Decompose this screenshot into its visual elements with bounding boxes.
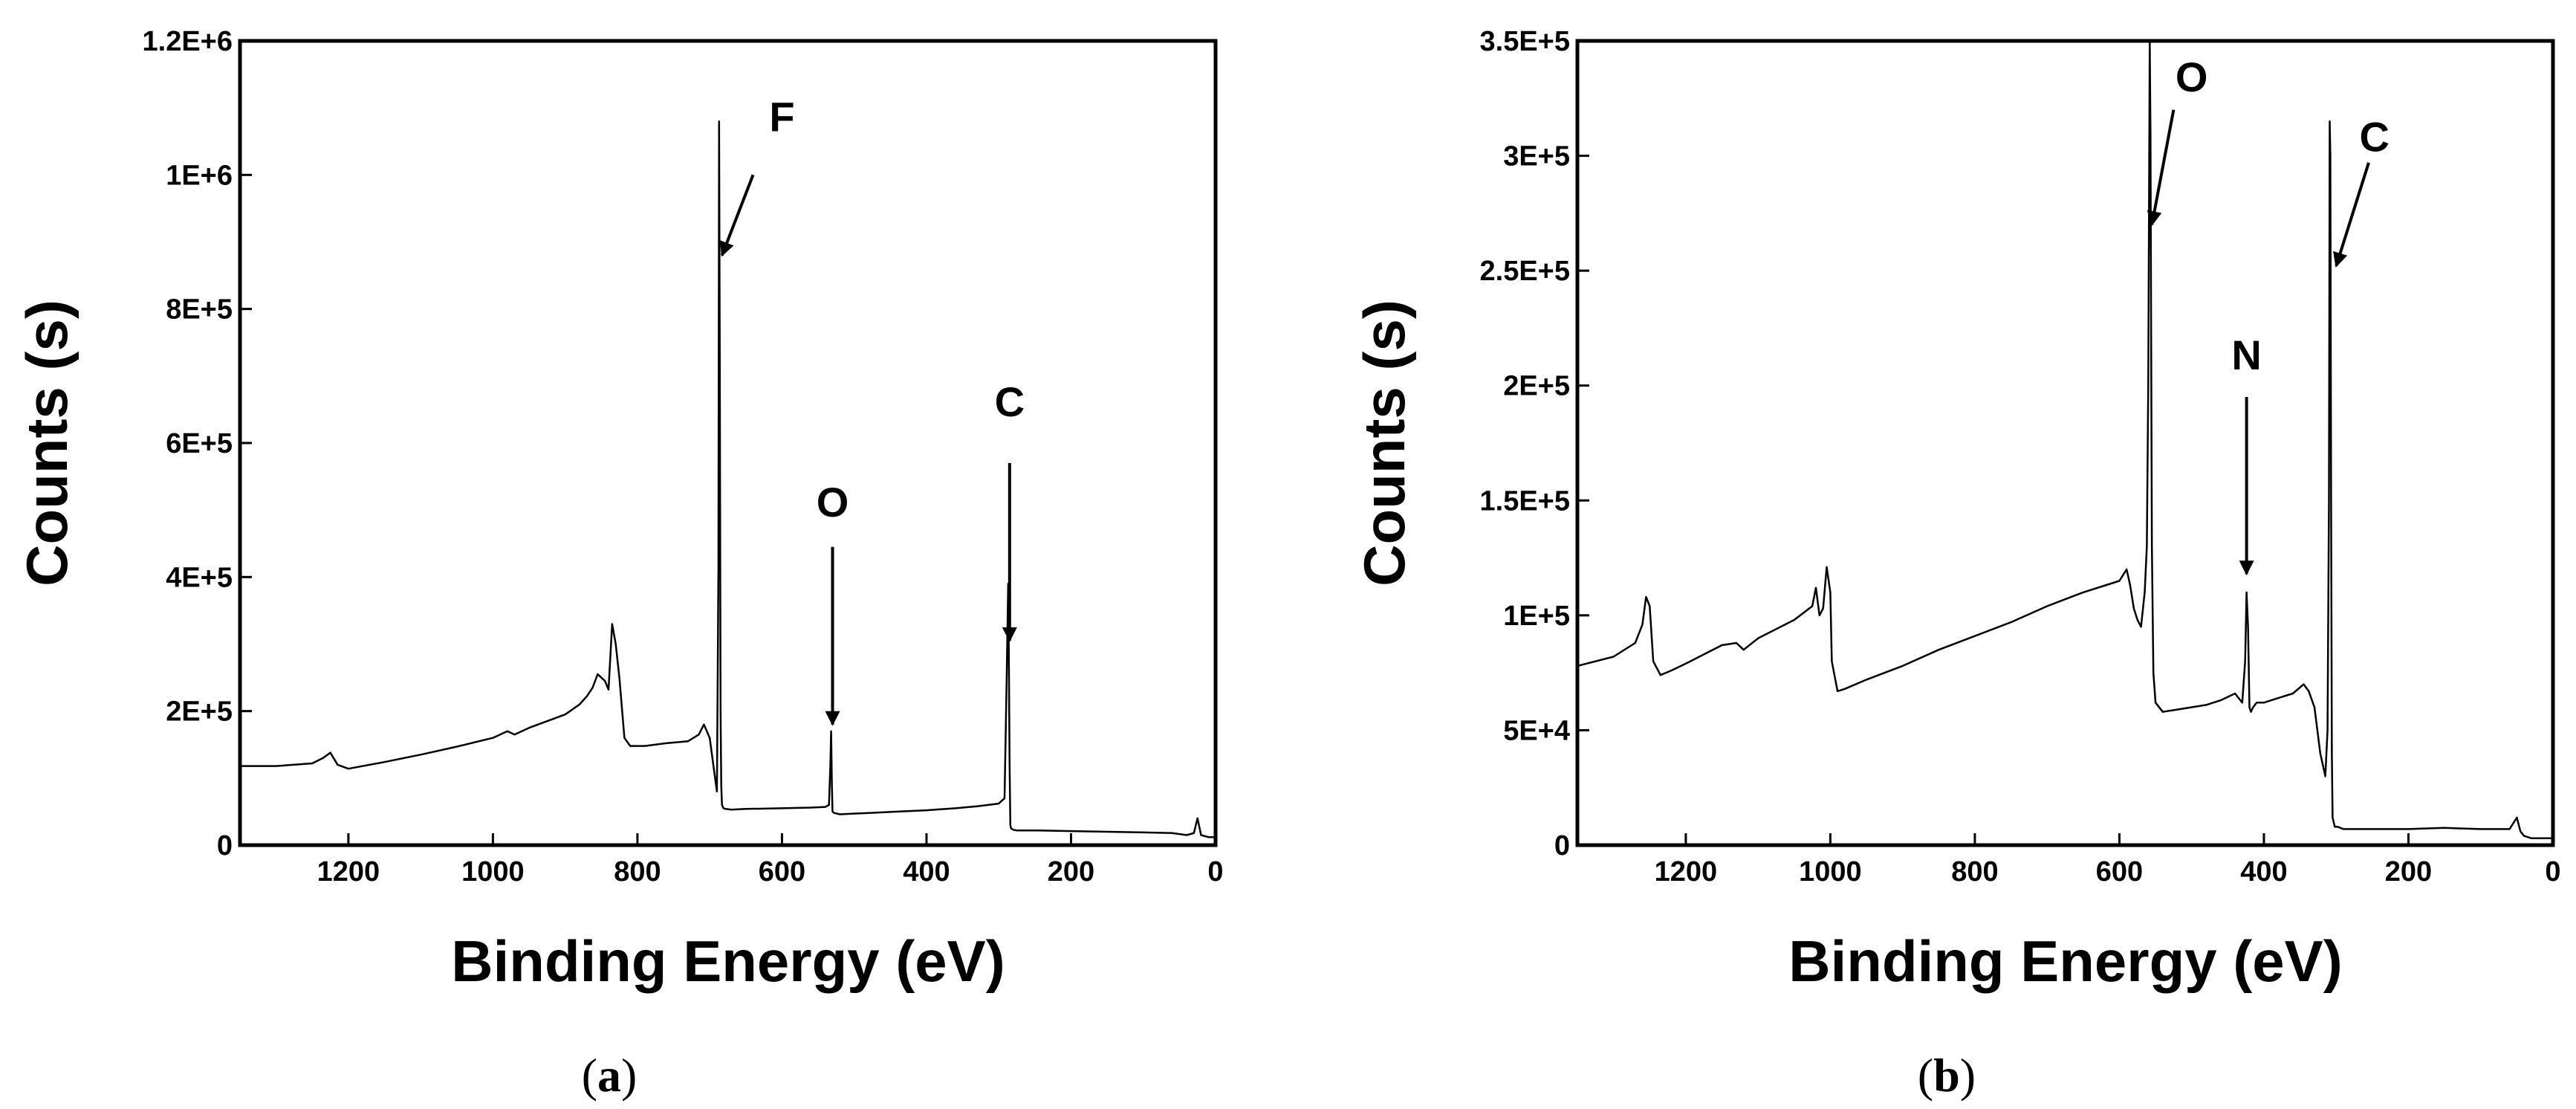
annotation-arrow (2147, 109, 2176, 227)
x-tick-label: 0 (2545, 856, 2560, 887)
caption-close-paren: ) (1960, 1049, 1976, 1102)
caption-letter: a (597, 1049, 621, 1102)
caption-open-paren: ( (582, 1049, 597, 1102)
x-tick-label: 200 (2385, 856, 2432, 887)
y-tick-label: 3E+5 (1503, 141, 1570, 172)
y-tick-label: 6E+5 (166, 428, 233, 459)
y-ticks: 0 2E+5 4E+5 6E+5 8E+5 1E+6 1.2E+6 (143, 26, 252, 861)
y-tick-label: 1E+5 (1503, 601, 1570, 632)
x-tick-label: 400 (903, 856, 950, 887)
x-tick-label: 400 (2240, 856, 2287, 887)
panel-caption: (b) (1918, 1049, 1976, 1102)
y-tick-label: 2E+5 (166, 696, 233, 728)
peak-label: F (769, 94, 794, 140)
x-tick-label: 1200 (317, 856, 380, 887)
x-tick-label: 1200 (1655, 856, 1718, 887)
series-group (1577, 39, 2553, 839)
x-tick-label: 1000 (1799, 856, 1862, 887)
series-group (240, 120, 1216, 838)
y-axis-title: Counts (s) (1352, 300, 1417, 586)
y-tick-label: 1E+6 (166, 160, 233, 191)
y-ticks: 0 5E+4 1E+5 1.5E+5 2E+5 2.5E+5 3E+5 3.5E+5 (1480, 26, 1589, 861)
panel-caption: (a) (582, 1049, 637, 1102)
x-ticks: 1200 1000 800 600 400 200 0 (317, 833, 1224, 887)
peak-label: C (995, 378, 1025, 425)
x-tick-label: 1000 (461, 856, 525, 887)
x-axis-title: Binding Energy (eV) (1788, 928, 2342, 994)
caption-open-paren: ( (1918, 1049, 1933, 1102)
y-tick-label: 5E+4 (1503, 715, 1570, 746)
x-tick-label: 800 (614, 856, 661, 887)
caption-close-paren: ) (621, 1049, 637, 1102)
chart-panel-b: 1200 1000 800 600 400 200 0 0 5E+4 1E+5 1.5E+5 2E+… (1352, 26, 2561, 1102)
series-line (1577, 39, 2553, 839)
x-axis-title: Binding Energy (eV) (451, 928, 1005, 994)
peak-label: C (2360, 113, 2390, 160)
y-tick-label: 1.2E+6 (143, 26, 233, 57)
peak-label: O (2176, 54, 2208, 100)
chart-panel-a: 1200 1000 800 600 400 200 0 0 2E+5 4E+5 6E+5 8E+5 1… (14, 26, 1224, 1102)
y-tick-label: 0 (217, 830, 233, 861)
peak-label: N (2231, 332, 2261, 378)
y-tick-label: 2E+5 (1503, 371, 1570, 402)
annotations: O N C (2147, 54, 2390, 576)
y-tick-label: 8E+5 (166, 294, 233, 326)
y-tick-label: 2.5E+5 (1480, 256, 1571, 287)
caption-letter: b (1933, 1049, 1960, 1102)
x-ticks: 1200 1000 800 600 400 200 0 (1655, 833, 2561, 887)
annotations: F O C (719, 94, 1025, 726)
x-tick-label: 800 (1951, 856, 1998, 887)
plot-frame (238, 39, 1218, 847)
series-line (240, 120, 1216, 838)
plot-frame (1575, 39, 2555, 847)
x-tick-label: 600 (759, 856, 805, 887)
x-tick-label: 600 (2096, 856, 2143, 887)
x-tick-label: 200 (1048, 856, 1094, 887)
x-tick-label: 0 (1207, 856, 1223, 887)
y-tick-label: 4E+5 (166, 562, 233, 593)
annotation-arrow (2333, 162, 2370, 268)
y-axis-title: Counts (s) (14, 300, 80, 586)
y-tick-label: 0 (1554, 830, 1570, 861)
y-tick-label: 3.5E+5 (1480, 26, 1571, 57)
annotation-arrow (719, 174, 755, 257)
peak-label: O (817, 479, 849, 526)
y-tick-label: 1.5E+5 (1480, 485, 1571, 517)
